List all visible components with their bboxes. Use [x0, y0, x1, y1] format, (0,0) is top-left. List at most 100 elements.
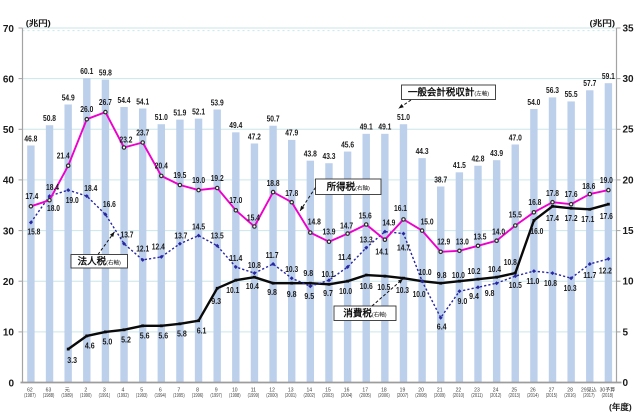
svg-text:57.7: 57.7	[583, 78, 596, 88]
svg-text:54.0: 54.0	[527, 97, 540, 107]
svg-text:(1994): (1994)	[155, 393, 167, 399]
svg-text:19.5: 19.5	[173, 170, 186, 180]
svg-text:23.2: 23.2	[120, 134, 133, 144]
svg-text:11.7: 11.7	[266, 250, 279, 260]
svg-text:19: 19	[400, 388, 406, 394]
svg-text:(兆円): (兆円)	[590, 18, 616, 28]
svg-text:(1993): (1993)	[136, 393, 148, 399]
svg-text:(1992): (1992)	[117, 393, 129, 399]
svg-text:10.1: 10.1	[322, 269, 335, 279]
svg-text:20: 20	[623, 175, 635, 186]
svg-text:9.0: 9.0	[458, 296, 468, 306]
svg-text:(2003): (2003)	[322, 393, 334, 399]
svg-text:(2007): (2007)	[397, 393, 409, 399]
svg-text:70: 70	[3, 24, 15, 35]
svg-text:49.1: 49.1	[378, 122, 391, 132]
svg-text:(2012): (2012)	[490, 393, 502, 399]
svg-text:(1991): (1991)	[99, 393, 111, 399]
svg-text:9.8: 9.8	[485, 288, 495, 298]
svg-text:9.8: 9.8	[437, 270, 447, 280]
svg-text:(2017): (2017)	[583, 393, 595, 399]
svg-text:10.4: 10.4	[246, 281, 259, 291]
svg-text:10.8: 10.8	[544, 278, 557, 288]
svg-text:29見込: 29見込	[581, 387, 597, 394]
svg-text:52.1: 52.1	[192, 107, 205, 117]
svg-text:15.6: 15.6	[359, 210, 372, 220]
svg-text:50.8: 50.8	[43, 113, 56, 123]
svg-text:49.1: 49.1	[360, 122, 373, 132]
svg-text:35: 35	[623, 23, 635, 34]
svg-text:11: 11	[251, 388, 257, 394]
svg-text:13.5: 13.5	[211, 231, 224, 241]
svg-text:18.4: 18.4	[84, 183, 97, 193]
svg-text:18.4: 18.4	[46, 182, 59, 192]
svg-text:16.6: 16.6	[103, 199, 116, 209]
svg-text:(1995): (1995)	[173, 393, 185, 399]
svg-text:10.8: 10.8	[504, 257, 517, 267]
svg-text:12.2: 12.2	[599, 266, 612, 276]
svg-text:(2013): (2013)	[509, 393, 521, 399]
svg-text:10.0: 10.0	[419, 267, 432, 277]
svg-text:13.7: 13.7	[121, 230, 134, 240]
svg-text:25: 25	[512, 388, 518, 394]
svg-text:19.0: 19.0	[600, 175, 613, 185]
svg-text:11.7: 11.7	[583, 270, 596, 280]
svg-text:14.8: 14.8	[308, 216, 321, 226]
svg-text:18.0: 18.0	[47, 203, 60, 213]
svg-text:6.4: 6.4	[437, 322, 447, 332]
svg-text:(2010): (2010)	[453, 393, 465, 399]
svg-text:(2006): (2006)	[378, 393, 390, 399]
svg-text:20.4: 20.4	[155, 161, 168, 171]
svg-text:9.7: 9.7	[323, 288, 333, 298]
svg-text:28: 28	[567, 388, 573, 394]
svg-text:6: 6	[159, 388, 162, 394]
svg-text:50: 50	[3, 125, 15, 136]
svg-text:15: 15	[325, 388, 331, 394]
svg-text:9.5: 9.5	[304, 291, 314, 301]
svg-text:10.5: 10.5	[377, 282, 390, 292]
svg-text:49.4: 49.4	[229, 120, 242, 130]
svg-text:(2016): (2016)	[564, 393, 576, 399]
svg-text:17.2: 17.2	[565, 213, 578, 223]
svg-text:17.1: 17.1	[581, 214, 594, 224]
svg-text:10: 10	[3, 328, 15, 339]
svg-text:4: 4	[122, 388, 125, 394]
svg-text:56.3: 56.3	[546, 85, 559, 95]
svg-text:17.4: 17.4	[25, 191, 38, 201]
svg-text:10.6: 10.6	[360, 281, 373, 291]
svg-text:26.0: 26.0	[80, 104, 93, 114]
svg-text:5.6: 5.6	[140, 331, 150, 341]
svg-text:51.0: 51.0	[397, 112, 410, 122]
svg-text:18.8: 18.8	[267, 178, 280, 188]
svg-text:42.8: 42.8	[472, 154, 485, 164]
svg-text:62: 62	[27, 388, 33, 394]
svg-text:9.8: 9.8	[287, 289, 297, 299]
svg-text:17.8: 17.8	[285, 188, 298, 198]
svg-text:60.1: 60.1	[80, 66, 93, 76]
svg-text:13: 13	[288, 388, 294, 394]
svg-text:17.4: 17.4	[546, 213, 559, 223]
svg-text:(1996): (1996)	[192, 393, 204, 399]
svg-text:27: 27	[549, 388, 555, 394]
svg-text:5.6: 5.6	[158, 331, 168, 341]
svg-text:(1990): (1990)	[80, 393, 92, 399]
svg-text:53.9: 53.9	[211, 97, 224, 107]
svg-text:9.8: 9.8	[303, 268, 313, 278]
svg-text:0: 0	[623, 378, 629, 389]
svg-text:14.7: 14.7	[397, 242, 410, 252]
svg-text:10.0: 10.0	[452, 270, 465, 280]
svg-text:55.5: 55.5	[565, 89, 578, 99]
svg-text:46.8: 46.8	[24, 133, 37, 143]
svg-text:14.7: 14.7	[340, 220, 353, 230]
svg-text:14.1: 14.1	[375, 247, 388, 257]
svg-text:10.3: 10.3	[285, 264, 298, 274]
svg-text:10: 10	[623, 277, 635, 288]
svg-text:16.8: 16.8	[528, 197, 541, 207]
svg-text:11.0: 11.0	[526, 276, 539, 286]
svg-text:41.5: 41.5	[453, 160, 466, 170]
svg-text:21: 21	[437, 388, 443, 394]
svg-text:(2018): (2018)	[602, 393, 614, 399]
svg-text:2: 2	[84, 388, 87, 394]
svg-text:50.7: 50.7	[267, 114, 280, 124]
svg-text:9.8: 9.8	[267, 287, 277, 297]
